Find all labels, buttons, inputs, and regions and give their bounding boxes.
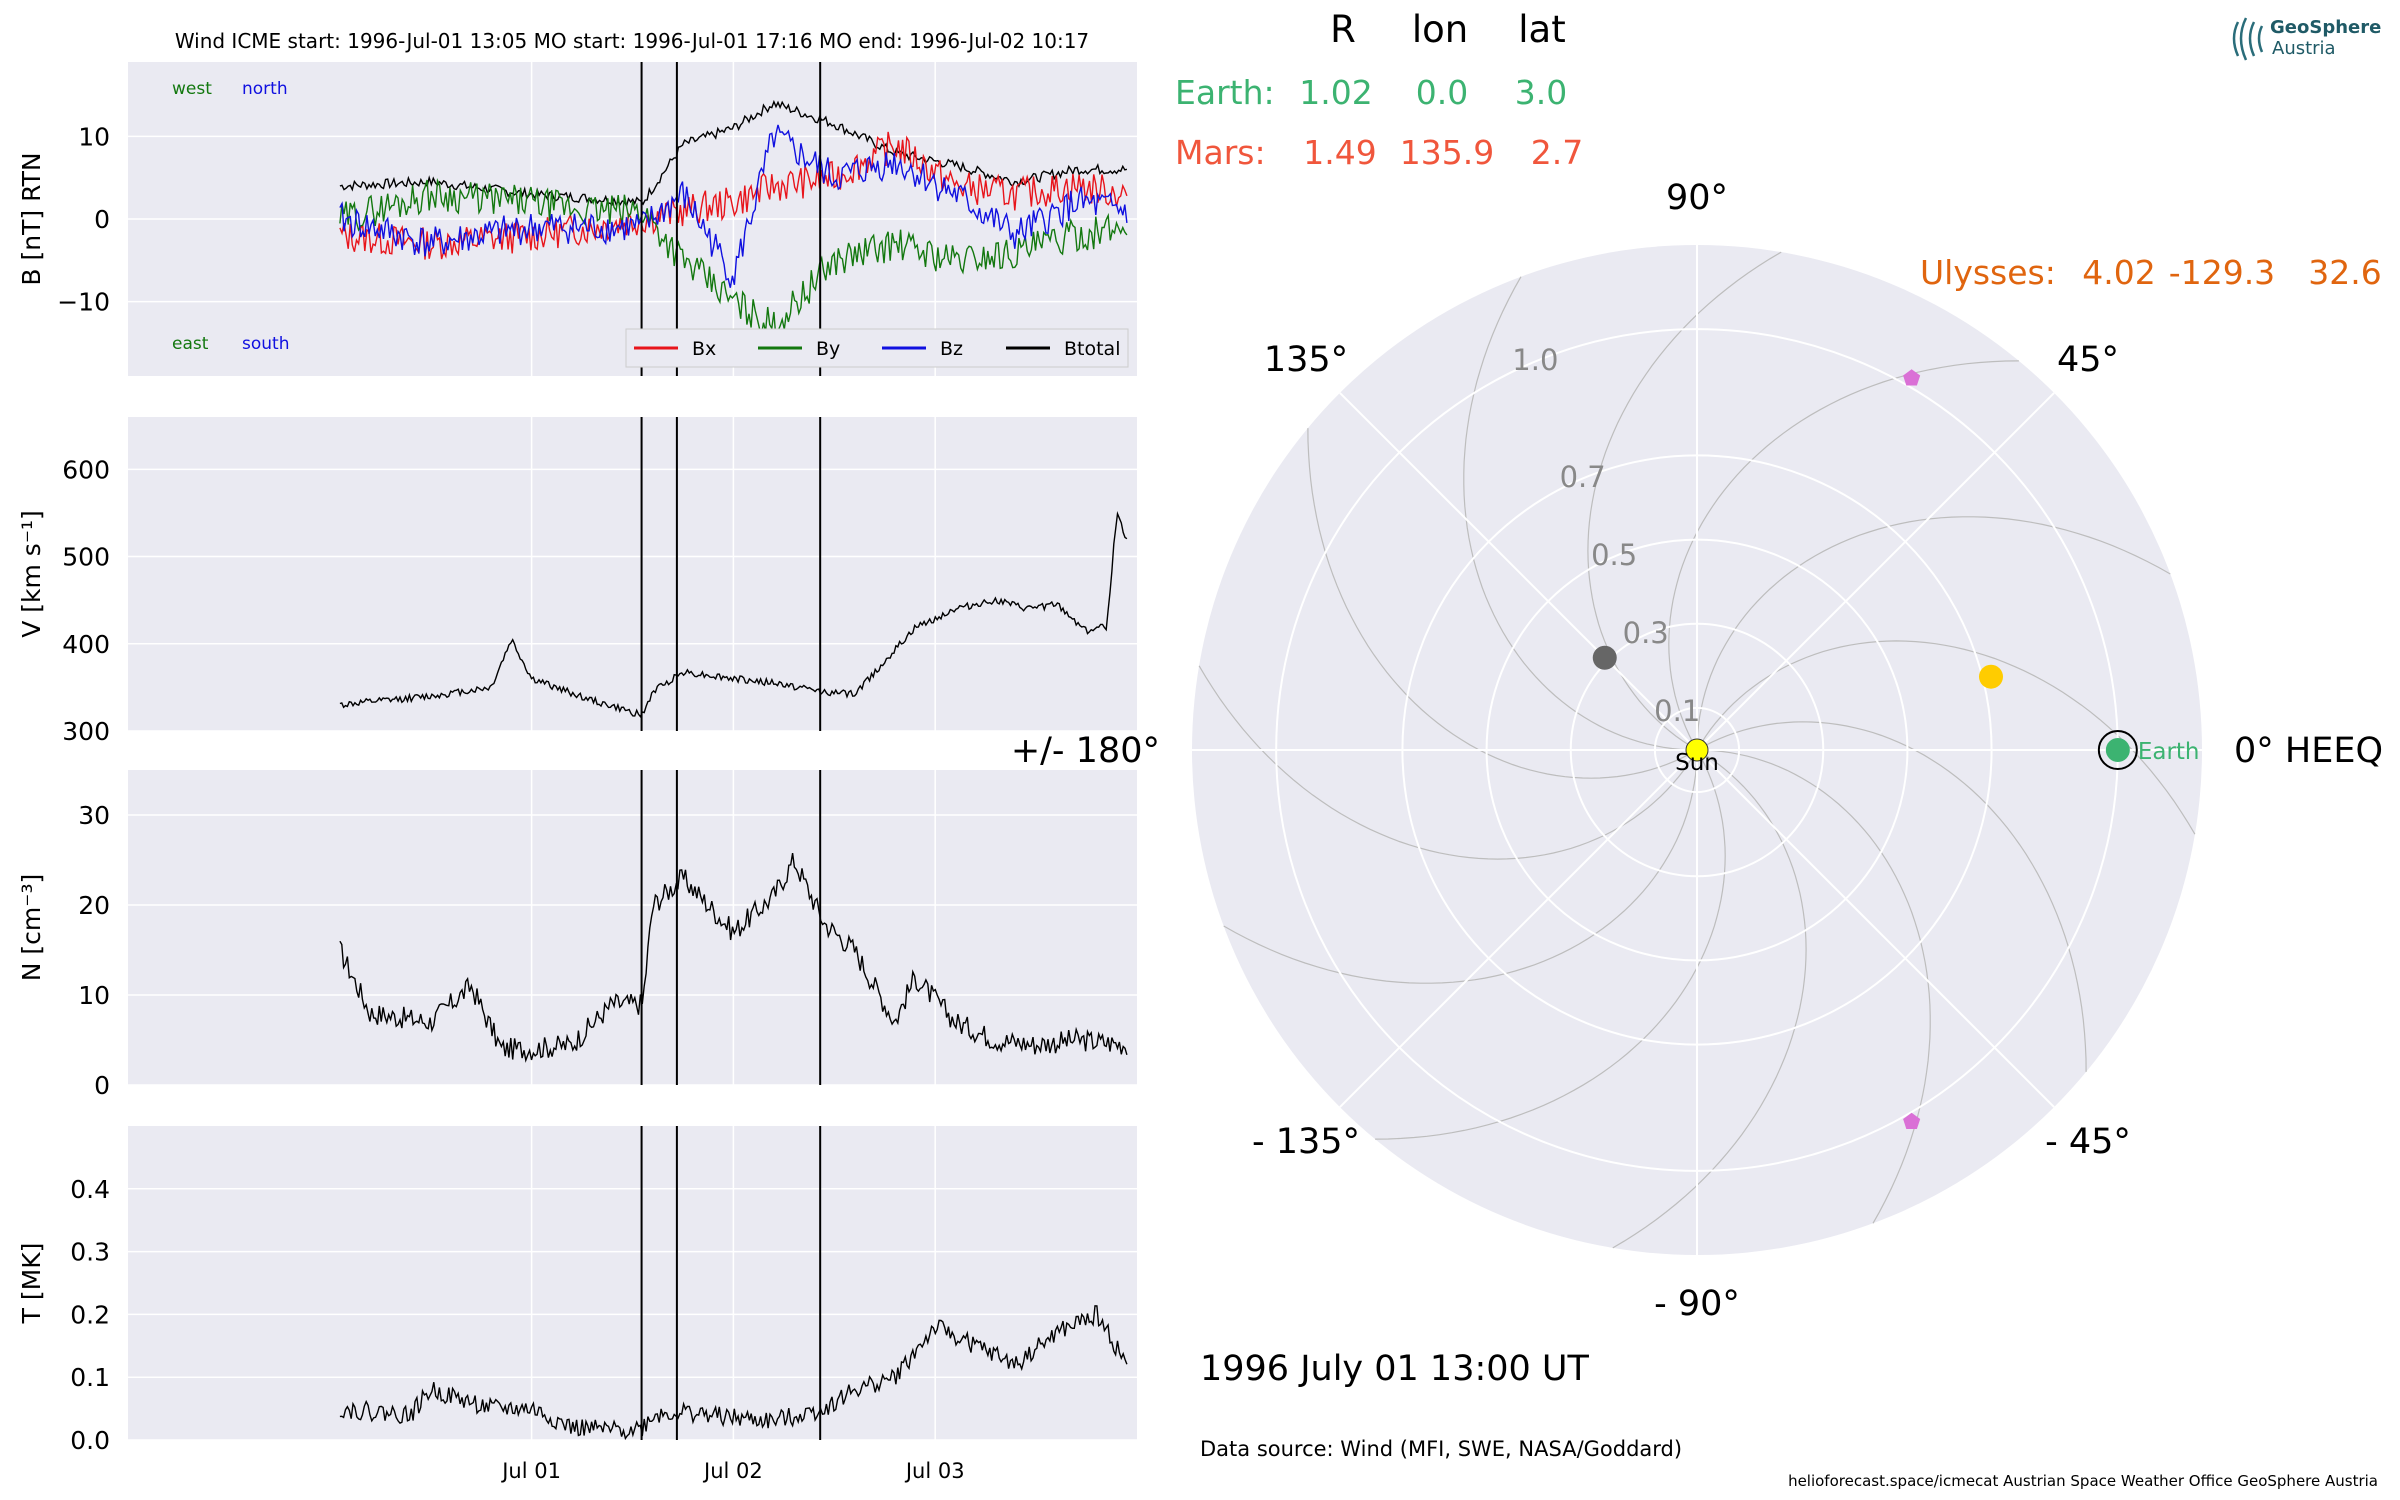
polar-position-plot: 0.1 0.3 0.5 0.7 1.0 0° HEEQ 45° 90° 135° +/- 180°… xyxy=(1011,178,2383,1324)
series-line-bz xyxy=(339,124,1128,288)
mars-row-lon: 135.9 xyxy=(1400,133,1494,172)
mars-row-lat: 2.7 xyxy=(1531,133,1583,172)
series-line-by xyxy=(339,177,1128,341)
y-tick-label: 300 xyxy=(62,717,110,746)
mars-row-r: 1.49 xyxy=(1303,133,1376,172)
ulysses-row-lat: 32.6 xyxy=(2308,253,2381,292)
earth-row-lon: 0.0 xyxy=(1416,73,1468,112)
footer-credits: helioforecast.space/icmecat Austrian Spa… xyxy=(1788,1472,2378,1490)
timestamp-label: 1996 July 01 13:00 UT xyxy=(1200,1349,1590,1389)
legend-label-bx: Bx xyxy=(692,338,716,360)
plot-background xyxy=(128,1126,1137,1440)
y-tick-label: 0.2 xyxy=(70,1300,110,1329)
legend-label-bz: Bz xyxy=(940,338,963,360)
angle-tick-label: - 45° xyxy=(2045,1122,2131,1162)
temperature-panel: 0.4 0.3 0.2 0.1 0.0 T [MK] Jul 01 Jul 02 Jul 03 xyxy=(17,1126,1137,1483)
radial-tick-label: 0.7 xyxy=(1560,460,1606,494)
x-tick-label: Jul 01 xyxy=(500,1459,561,1483)
position-table: R lon lat Earth: 1.02 0.0 3.0 Mars: 1.49… xyxy=(1175,8,2382,292)
y-tick-label: 0.1 xyxy=(70,1363,110,1392)
x-tick-label: Jul 03 xyxy=(904,1459,965,1483)
y-tick-label: 20 xyxy=(78,891,110,920)
angular-spoke xyxy=(1339,392,1698,751)
south-annotation: south xyxy=(242,334,289,354)
bfield-legend: Bx By Bz Btotal xyxy=(625,328,1129,368)
table-header-lon: lon xyxy=(1412,8,1468,51)
y-tick-label: 0 xyxy=(94,205,110,234)
chart-title: Wind ICME start: 1996-Jul-01 13:05 MO st… xyxy=(175,29,1089,53)
legend-label-by: By xyxy=(816,338,840,360)
speed-panel: 600 500 400 300 V [km s⁻¹] xyxy=(17,417,1137,746)
north-annotation: north xyxy=(242,79,288,99)
mars-row-name: Mars: xyxy=(1175,133,1266,172)
radial-tick-label: 1.0 xyxy=(1512,343,1558,377)
earth-marker xyxy=(2105,738,2130,762)
earth-ring-marker xyxy=(2097,730,2138,770)
y-tick-label: 10 xyxy=(78,981,110,1010)
y-tick-label: 600 xyxy=(62,455,110,484)
angle-tick-label: 135° xyxy=(1264,340,1348,380)
angle-tick-label: +/- 180° xyxy=(1011,731,1160,771)
sun-marker xyxy=(1685,738,1709,762)
magnetic-field-panel: 10 0 −10 B [nT] RTN xyxy=(17,62,1137,376)
y-tick-label: 30 xyxy=(78,801,110,830)
y-axis-label: N [cm⁻³] xyxy=(17,874,46,981)
series-line-bx xyxy=(339,131,1128,260)
venus-marker xyxy=(1978,664,2003,689)
logo-mark-icon xyxy=(2232,17,2264,61)
mercury-marker xyxy=(1592,645,1617,670)
geosphere-logo: GeoSphere Austria xyxy=(2232,17,2381,61)
angle-tick-label: 0° HEEQ xyxy=(2234,731,2383,771)
east-annotation: east xyxy=(172,334,209,354)
radial-tick-label: 0.3 xyxy=(1623,616,1669,650)
earth-row-name: Earth: xyxy=(1175,73,1275,112)
earth-label: Earth xyxy=(2138,739,2200,765)
stereo-b-marker xyxy=(1903,1112,1921,1129)
y-tick-label: 400 xyxy=(62,630,110,659)
ulysses-row-name: Ulysses: xyxy=(1920,253,2056,292)
radial-tick-label: 0.1 xyxy=(1654,694,1700,728)
earth-row-r: 1.02 xyxy=(1299,73,1372,112)
plot-background xyxy=(128,417,1137,731)
angular-spoke xyxy=(1339,749,1698,1108)
west-annotation: west xyxy=(172,79,212,99)
ulysses-row-lon: -129.3 xyxy=(2169,253,2275,292)
logo-line2: Austria xyxy=(2272,38,2336,59)
data-source-label: Data source: Wind (MFI, SWE, NASA/Goddar… xyxy=(1200,1437,1682,1461)
ulysses-row-r: 4.02 xyxy=(2082,253,2155,292)
angle-tick-label: - 90° xyxy=(1654,1284,1740,1324)
y-tick-label: 0.4 xyxy=(70,1175,110,1204)
radial-tick-label: 0.5 xyxy=(1591,538,1637,572)
logo-line1: GeoSphere xyxy=(2270,17,2381,38)
y-tick-label: 0.3 xyxy=(70,1238,110,1267)
y-axis-label: V [km s⁻¹] xyxy=(17,510,46,638)
legend-label-btotal: Btotal xyxy=(1064,338,1120,360)
x-tick-label: Jul 02 xyxy=(702,1459,763,1483)
series-line-data xyxy=(339,852,1128,1063)
angular-spoke xyxy=(1696,749,2055,1108)
table-header-lat: lat xyxy=(1518,8,1565,51)
stereo-a-marker xyxy=(1903,369,1921,386)
series-line-data xyxy=(339,1305,1128,1441)
y-axis-label: B [nT] RTN xyxy=(17,152,46,285)
angle-tick-label: - 135° xyxy=(1252,1122,1360,1162)
y-tick-label: 0.0 xyxy=(70,1426,110,1455)
angle-tick-label: 90° xyxy=(1666,178,1728,218)
sun-label: Sun xyxy=(1675,750,1719,776)
angle-tick-label: 45° xyxy=(2057,340,2119,380)
y-tick-label: 500 xyxy=(62,543,110,572)
y-axis-label: T [MK] xyxy=(17,1243,46,1325)
earth-row-lat: 3.0 xyxy=(1515,73,1567,112)
y-tick-label: 10 xyxy=(78,122,110,151)
y-tick-label: 0 xyxy=(94,1071,110,1100)
angular-spoke xyxy=(1696,392,2055,751)
y-tick-label: −10 xyxy=(57,288,110,317)
series-line-data xyxy=(339,510,1128,718)
density-panel: 30 20 10 0 N [cm⁻³] xyxy=(17,770,1137,1100)
table-header-r: R xyxy=(1330,8,1356,51)
